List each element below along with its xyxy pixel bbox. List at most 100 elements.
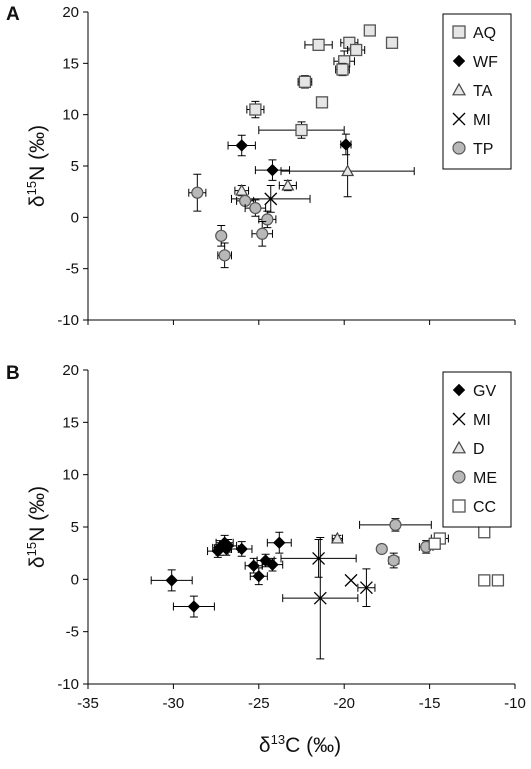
- legend-marker-tp: [452, 141, 466, 155]
- legend-marker-wf: [452, 54, 466, 68]
- legend-item-mi: MI: [452, 412, 491, 429]
- legend-label-d: D: [473, 441, 485, 458]
- x-tick-label: -30: [163, 695, 185, 712]
- point-gv: [187, 600, 201, 613]
- point-tp: [261, 213, 274, 226]
- y-tick-label: 10: [62, 107, 79, 124]
- legend-label-tp: TP: [473, 141, 493, 158]
- series-d: [330, 531, 344, 544]
- panel-b: B -10 -5 0 5 10 15 20 -35 -30 -25 -20 -15 -10 δ15N …: [6, 362, 526, 757]
- point-d: [330, 531, 344, 544]
- y-tick-label: -5: [66, 261, 79, 278]
- legend-item-me: ME: [452, 470, 497, 487]
- point-tp: [249, 201, 262, 215]
- x-tick-label: -35: [77, 695, 99, 712]
- y-tick-label: 10: [62, 467, 79, 484]
- point-cc: [478, 526, 491, 539]
- legend-item-d: D: [451, 440, 485, 458]
- y-tick-label: 0: [71, 209, 79, 226]
- legend-marker-aq: [452, 25, 466, 39]
- series-mi: [280, 536, 376, 660]
- y-tick-label: 15: [62, 414, 79, 431]
- legend-item-ta: TA: [451, 82, 493, 100]
- point-aq: [336, 63, 349, 76]
- panel-a-y-label: δ15N (‰): [24, 125, 49, 207]
- series-mi: [230, 185, 311, 213]
- series-aq: [246, 24, 399, 139]
- point-cc: [428, 537, 441, 550]
- series-tp: [188, 173, 277, 269]
- point-ta: [341, 164, 355, 177]
- point-mi: [344, 573, 358, 587]
- point-wf: [339, 138, 353, 151]
- point-wf: [266, 163, 279, 177]
- point-aq: [295, 123, 308, 137]
- point-me: [387, 554, 400, 567]
- point-gv: [266, 558, 279, 571]
- legend-marker-gv: [452, 383, 466, 397]
- panel-a-marks: [188, 24, 415, 269]
- panel-b-y-label: δ15N (‰): [24, 486, 49, 568]
- series-me: [359, 518, 434, 569]
- legend-item-gv: GV: [452, 383, 496, 400]
- series-cc: [428, 526, 505, 587]
- legend-marker-mi: [452, 112, 466, 126]
- point-cc: [478, 574, 491, 587]
- series-wf: [227, 133, 353, 181]
- y-tick-label: -10: [57, 676, 79, 693]
- y-tick-label: 5: [71, 158, 79, 175]
- legend-item-wf: WF: [452, 54, 498, 71]
- x-tick-label: -15: [419, 695, 441, 712]
- point-tp: [218, 249, 231, 262]
- y-tick-label: -10: [57, 312, 79, 329]
- legend-item-tp: TP: [452, 141, 493, 158]
- y-tick-label: 20: [62, 362, 79, 379]
- legend-label-me: ME: [473, 470, 497, 487]
- legend-label-cc: CC: [473, 499, 496, 516]
- y-tick-label: 15: [62, 55, 79, 72]
- legend-label-aq: AQ: [473, 25, 496, 42]
- legend-item-aq: AQ: [452, 25, 496, 42]
- panel-b-x-ticks: -35 -30 -25 -20 -15 -10: [77, 684, 526, 712]
- y-tick-label: 0: [71, 571, 79, 588]
- panel-b-marks: [150, 518, 505, 660]
- point-gv: [220, 542, 233, 556]
- legend-label-gv: GV: [473, 383, 496, 400]
- legend-label-mi: MI: [473, 112, 491, 129]
- series-ta: [234, 144, 415, 198]
- point-wf: [235, 139, 248, 152]
- point-ta: [281, 178, 295, 191]
- legend-marker-d: [451, 440, 467, 454]
- panel-a-legend: AQ WF TA MI TP: [442, 13, 512, 170]
- point-tp: [215, 229, 228, 242]
- point-me: [389, 518, 402, 532]
- point-aq: [350, 43, 363, 57]
- legend-marker-me: [452, 470, 466, 484]
- x-tick-label: -25: [248, 695, 270, 712]
- point-me: [375, 542, 388, 556]
- legend-item-mi: MI: [452, 112, 491, 129]
- y-tick-label: 20: [62, 4, 79, 21]
- legend-label-mi: MI: [473, 412, 491, 429]
- point-ta: [235, 183, 249, 196]
- panel-b-legend: GV MI D ME CC: [442, 371, 512, 528]
- panel-a-y-ticks: -10 -5 0 5 10 15 20: [57, 4, 88, 329]
- point-gv: [165, 574, 178, 587]
- series-gv: [150, 531, 292, 618]
- point-cc: [491, 574, 505, 587]
- point-aq: [385, 36, 399, 49]
- legend-marker-mi: [452, 412, 466, 426]
- panel-a: A -10 -5 0 5 10 15 20 δ15N (‰) AQ WF TA MI TP: [6, 4, 516, 329]
- point-aq: [298, 75, 312, 88]
- point-aq: [312, 38, 325, 52]
- legend-marker-ta: [451, 82, 467, 96]
- legend-label-wf: WF: [473, 54, 498, 71]
- point-aq: [315, 96, 329, 109]
- panel-b-y-ticks: -10 -5 0 5 10 15 20: [57, 362, 88, 693]
- panel-b-x-label: δ13C (‰): [259, 732, 341, 757]
- panel-a-x-ticks: [87, 320, 516, 325]
- point-gv: [273, 536, 286, 549]
- point-gv: [252, 569, 266, 583]
- point-aq: [343, 36, 356, 49]
- point-tp: [191, 186, 204, 199]
